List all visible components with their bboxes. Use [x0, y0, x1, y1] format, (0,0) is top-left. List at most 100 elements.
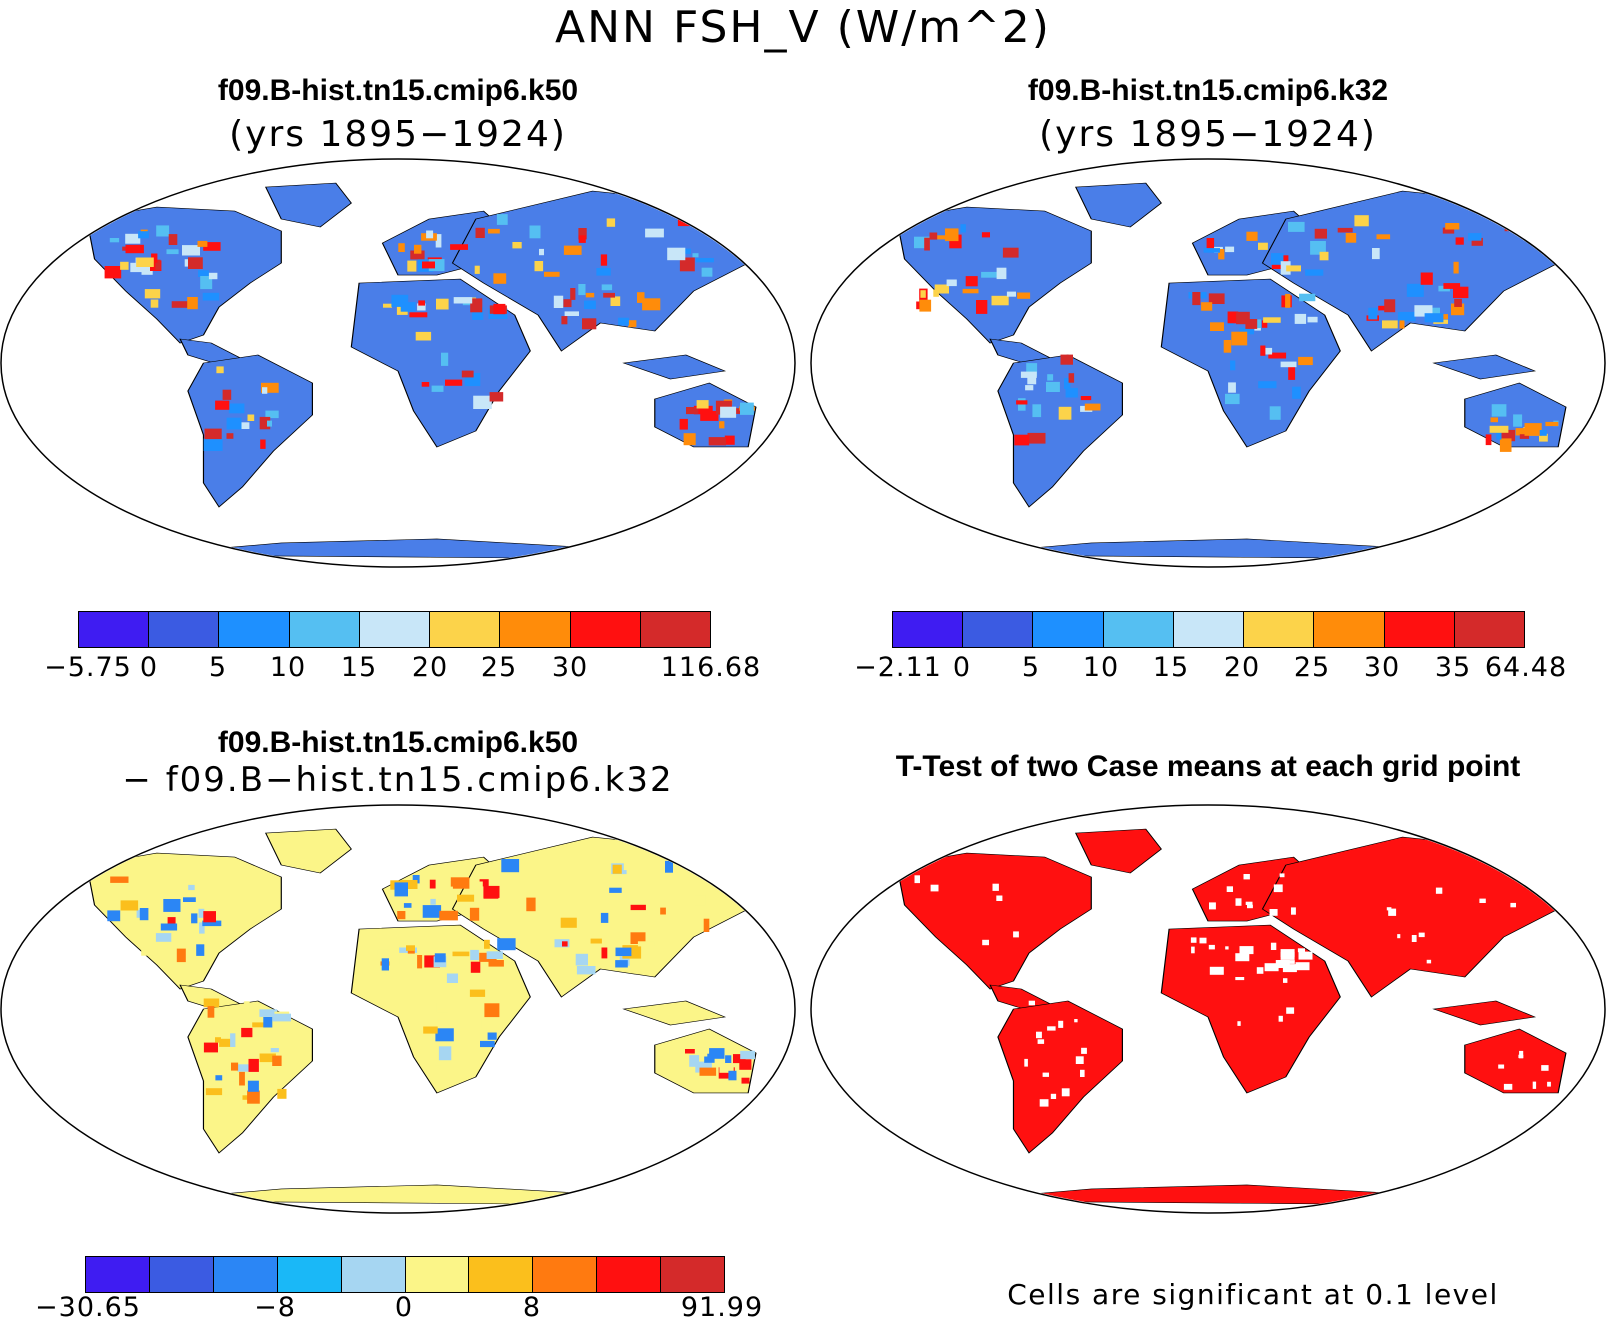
- field-cell: [1231, 331, 1248, 346]
- field-cell: [679, 257, 695, 272]
- field-cell: [603, 292, 615, 298]
- field-cell: [435, 234, 442, 248]
- field-cell: [1223, 340, 1232, 353]
- field-cell: [1439, 314, 1448, 320]
- field-cell: [450, 244, 468, 250]
- field-cell: [741, 1077, 750, 1084]
- field-cell: [407, 260, 417, 272]
- colorbar-swatch: [86, 1257, 150, 1292]
- field-cell: [1288, 221, 1305, 232]
- field-cell: [561, 316, 568, 325]
- field-cell: [156, 225, 170, 237]
- field-cell: [1245, 901, 1253, 905]
- field-cell: [259, 416, 271, 430]
- field-cell: [263, 1017, 273, 1028]
- field-cell: [701, 267, 713, 277]
- field-cell: [1208, 944, 1215, 950]
- field-cell: [430, 898, 436, 905]
- field-cell: [436, 298, 449, 310]
- field-cell: [483, 890, 499, 899]
- field-cell: [1445, 223, 1460, 230]
- field-cell: [248, 1058, 259, 1072]
- colorbar-swatch: [359, 612, 431, 647]
- figure-title: ANN FSH_V (W/m^2): [555, 2, 1051, 53]
- field-cell: [575, 953, 588, 966]
- field-cell: [960, 224, 966, 233]
- field-cell: [578, 228, 587, 240]
- field-cell: [138, 231, 149, 239]
- field-cell: [981, 271, 999, 278]
- field-cell: [1278, 1015, 1283, 1022]
- field-cell: [417, 955, 423, 969]
- field-cell: [1291, 907, 1296, 915]
- field-cell: [719, 1063, 734, 1073]
- field-cell: [1545, 421, 1559, 427]
- field-cell: [707, 1048, 725, 1059]
- field-cell: [470, 949, 479, 961]
- field-cell: [725, 1055, 732, 1063]
- colorbar-tick-label: 0: [952, 652, 972, 683]
- field-cell: [237, 1064, 257, 1072]
- colorbar-tick-label: 20: [411, 652, 449, 683]
- field-cell: [470, 298, 483, 313]
- colorbar-top-right: [892, 611, 1525, 648]
- field-cell: [563, 245, 582, 255]
- field-cell: [700, 410, 719, 421]
- field-cell: [487, 1032, 497, 1040]
- field-cell: [1426, 959, 1432, 964]
- field-cell: [1489, 425, 1509, 433]
- field-cell: [965, 276, 978, 287]
- field-cell: [1074, 1019, 1078, 1023]
- field-cell: [391, 294, 409, 307]
- colorbar-swatch: [1033, 612, 1104, 647]
- field-cell: [216, 366, 224, 374]
- field-cell: [1451, 303, 1465, 316]
- panel-subtitle-bottom-left: − f09.B−hist.tn15.cmip6.k32: [122, 760, 674, 800]
- field-cell: [696, 400, 709, 409]
- field-cell: [1298, 951, 1313, 960]
- field-cell: [417, 303, 426, 311]
- field-cell: [160, 923, 178, 931]
- field-cell: [199, 922, 205, 934]
- field-cell: [1319, 251, 1329, 261]
- field-cell: [446, 973, 458, 983]
- field-cell: [247, 1080, 259, 1092]
- field-cell: [198, 908, 205, 918]
- field-cell: [612, 864, 622, 874]
- field-cell: [991, 295, 1009, 306]
- field-cell: [1442, 227, 1455, 234]
- field-cell: [202, 920, 222, 927]
- field-cell: [109, 238, 120, 243]
- map-bottom-left: [0, 804, 796, 1214]
- field-cell: [1273, 884, 1283, 893]
- field-cell: [740, 1050, 755, 1060]
- field-cell: [219, 1038, 233, 1047]
- field-cell: [125, 233, 141, 244]
- field-cell: [473, 395, 492, 409]
- field-cell: [397, 911, 406, 920]
- colorbar-tick-label: 5: [208, 652, 228, 683]
- field-cell: [198, 270, 209, 277]
- field-cell: [585, 292, 595, 298]
- field-cell: [1256, 967, 1264, 974]
- field-cell: [1080, 1069, 1085, 1077]
- field-cell: [1058, 1020, 1064, 1028]
- field-cell: [1485, 434, 1492, 446]
- field-cell: [475, 227, 485, 238]
- field-cell: [1246, 231, 1258, 241]
- field-cell: [733, 1054, 746, 1064]
- field-cell: [1354, 215, 1369, 227]
- field-cell: [225, 1091, 239, 1102]
- field-cell: [1203, 248, 1220, 253]
- field-cell: [615, 947, 632, 957]
- field-cell: [1541, 1065, 1549, 1071]
- field-cell: [914, 875, 920, 884]
- field-cell: [151, 892, 167, 904]
- field-cell: [1209, 902, 1216, 910]
- field-cell: [1014, 434, 1030, 446]
- panel-subtitle-top-right: (yrs 1895−1924): [1039, 114, 1377, 155]
- field-cell: [168, 234, 178, 245]
- field-cell: [399, 956, 413, 965]
- field-cell: [1060, 354, 1073, 365]
- field-cell: [578, 235, 586, 243]
